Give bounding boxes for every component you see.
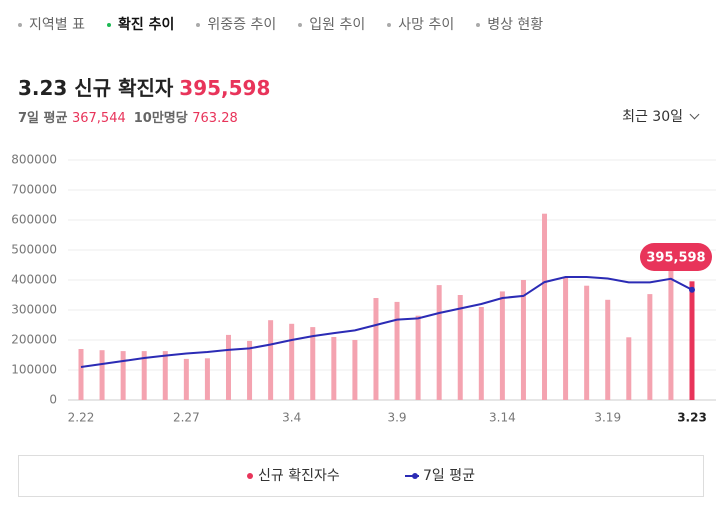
bar — [584, 285, 590, 400]
y-tick-label: 700000 — [11, 183, 57, 197]
bar — [499, 291, 505, 400]
bar — [605, 299, 611, 400]
bar — [689, 281, 695, 400]
y-tick-label: 200000 — [11, 333, 57, 347]
y-tick-label: 500000 — [11, 243, 57, 257]
y-tick-label: 300000 — [11, 303, 57, 317]
bar — [563, 277, 569, 400]
tab[interactable]: 지역별 표 — [18, 14, 85, 34]
tooltip — [640, 243, 712, 271]
tab[interactable]: 사망 추이 — [387, 14, 454, 34]
line — [80, 276, 693, 368]
y-tick-label: 0 — [49, 393, 57, 407]
bar — [394, 301, 400, 400]
tab[interactable]: 위중증 추이 — [196, 14, 276, 34]
tab[interactable]: 병상 현황 — [476, 14, 543, 34]
legend-box — [18, 455, 704, 497]
x-tick-label: 3.19 — [594, 411, 621, 425]
bar — [352, 340, 358, 400]
bar — [141, 351, 147, 400]
x-tick-label: 3.4 — [282, 411, 301, 425]
y-tick-label: 600000 — [11, 213, 57, 227]
headline-title: 3.23 신규 확진자 — [18, 76, 174, 100]
y-tick-label: 100000 — [11, 363, 57, 377]
stat-value: 763.28 — [192, 111, 238, 126]
legend-swatch — [412, 473, 418, 479]
bar — [99, 350, 105, 400]
bar — [542, 213, 548, 400]
headline: 3.23 신규 확진자 395,598 — [18, 72, 270, 101]
x-tick-label: 2.22 — [68, 411, 95, 425]
stat-label: 7일 평균 — [18, 111, 68, 126]
bar — [415, 315, 421, 400]
x-tick-label: 2.27 — [173, 411, 200, 425]
stat-label: 10만명당 — [133, 111, 188, 126]
bar — [225, 334, 231, 400]
bar — [457, 295, 463, 400]
bar — [310, 327, 316, 400]
tab[interactable]: 확진 추이 — [107, 14, 174, 34]
bar — [436, 285, 442, 400]
x-tick-label: 3.23 — [677, 411, 707, 425]
x-tick-label: 3.14 — [489, 411, 516, 425]
y-tick-label: 800000 — [11, 153, 57, 167]
bar — [268, 320, 274, 400]
headline-count: 395,598 — [179, 76, 271, 100]
bar — [520, 280, 526, 400]
legend-swatch — [247, 473, 253, 479]
bar — [78, 349, 84, 400]
value-label: 395,598 — [646, 251, 705, 266]
bar — [668, 252, 674, 400]
legend-label: 7일 평균 — [423, 468, 475, 484]
bar — [478, 307, 484, 400]
line-point — [689, 286, 695, 293]
stats: 7일 평균 367,544 10만명당 763.28 — [18, 107, 246, 126]
y-tick-label: 400000 — [11, 273, 57, 287]
bar — [183, 358, 189, 400]
legend-label: 신규 확진자수 — [258, 468, 340, 484]
bar — [289, 323, 295, 400]
bar — [162, 351, 168, 400]
bar — [373, 298, 379, 400]
period-select[interactable]: 최근 30일 — [622, 106, 698, 126]
bar — [626, 337, 632, 400]
x-tick-label: 3.9 — [387, 411, 406, 425]
bar — [247, 340, 253, 400]
bar — [204, 358, 210, 400]
bar — [120, 351, 126, 400]
bar — [647, 294, 653, 400]
stat-value: 367,544 — [71, 111, 126, 126]
bar — [331, 337, 337, 400]
tab[interactable]: 입원 추이 — [298, 14, 365, 34]
tab-bar: 지역별 표 확진 추이 위중증 추이 입원 추이 사망 추이 병상 현황 — [18, 14, 543, 34]
